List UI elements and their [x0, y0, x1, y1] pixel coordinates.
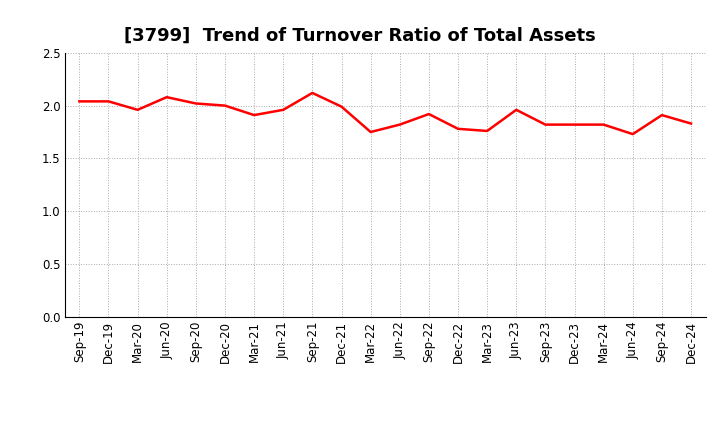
Text: [3799]  Trend of Turnover Ratio of Total Assets: [3799] Trend of Turnover Ratio of Total …	[124, 26, 596, 44]
